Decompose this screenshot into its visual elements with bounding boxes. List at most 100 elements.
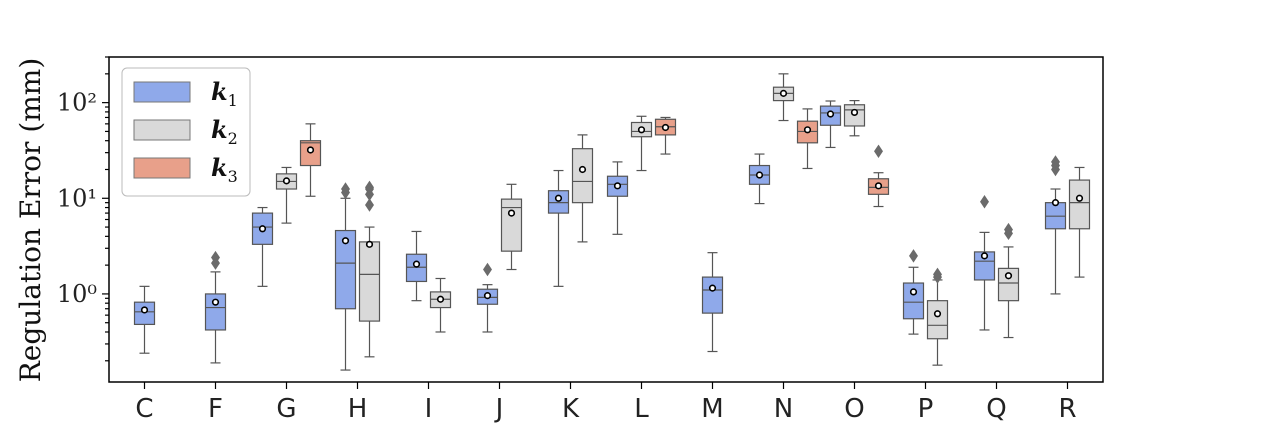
mean-marker xyxy=(613,182,622,190)
mean-marker xyxy=(850,108,859,117)
x-tick-label: C xyxy=(135,394,153,424)
mean-marker xyxy=(211,298,220,306)
y-axis-label: Regulation Error (mm) xyxy=(14,58,47,383)
x-tick-label: L xyxy=(634,394,649,424)
mean-marker xyxy=(980,252,989,260)
x-tick-label: P xyxy=(918,394,934,424)
y-tick-label: 10⁰ xyxy=(57,280,97,308)
y-axis: 10⁰ 10¹ 10² xyxy=(57,56,109,362)
box-M-k1 xyxy=(701,252,724,353)
box-L-k3 xyxy=(654,116,677,155)
box-Q-k2 xyxy=(997,222,1020,339)
box-iqr xyxy=(1068,179,1091,230)
box-O-k1 xyxy=(819,100,842,149)
x-tick-label: F xyxy=(208,394,223,424)
mean-marker xyxy=(1075,194,1084,202)
box-J-k2 xyxy=(500,183,523,271)
x-tick-label: I xyxy=(425,394,433,424)
mean-marker xyxy=(306,146,315,154)
legend-label-subscript: 2 xyxy=(228,129,238,148)
box-I-k2 xyxy=(429,277,452,333)
outlier-marker xyxy=(365,180,374,195)
outlier-marker xyxy=(874,144,883,159)
box-iqr xyxy=(500,198,523,252)
box-O-k2 xyxy=(843,100,866,137)
mean-marker xyxy=(507,209,516,217)
box-J-k1 xyxy=(476,262,499,333)
box-N-k2 xyxy=(772,73,795,122)
mean-marker xyxy=(874,182,883,190)
x-tick-label: K xyxy=(562,394,580,424)
legend-swatch-k2 xyxy=(133,119,191,141)
mean-marker xyxy=(140,306,149,314)
y-tick-label: 10¹ xyxy=(57,184,97,212)
mean-marker xyxy=(779,89,788,97)
box-iqr xyxy=(902,282,925,320)
mean-marker xyxy=(1051,199,1060,207)
box-P-k2 xyxy=(926,267,949,366)
box-iqr xyxy=(997,267,1020,302)
box-iqr xyxy=(701,276,724,314)
legend-label-k1: k1 xyxy=(211,77,238,110)
legend-label-base: k xyxy=(211,77,228,106)
mean-marker xyxy=(436,295,445,303)
mean-marker xyxy=(933,310,942,318)
x-tick-label: R xyxy=(1058,394,1076,424)
box-G-k2 xyxy=(275,166,298,224)
legend-label-subscript: 1 xyxy=(228,91,238,110)
box-iqr xyxy=(926,300,949,340)
x-tick-label: Q xyxy=(986,394,1006,424)
legend-swatch-k3 xyxy=(133,157,191,179)
box-G-k3 xyxy=(299,123,322,197)
legend-label-k3: k3 xyxy=(211,153,238,186)
x-tick-label: J xyxy=(494,394,504,424)
outlier-marker xyxy=(341,182,350,196)
mean-marker xyxy=(341,237,350,245)
legend-label-subscript: 3 xyxy=(228,167,238,186)
box-iqr xyxy=(358,241,381,322)
legend-label-base: k xyxy=(211,115,228,144)
box-iqr xyxy=(973,251,996,281)
x-tick-label: O xyxy=(844,394,864,424)
box-R-k2 xyxy=(1068,166,1091,278)
x-tick-label: M xyxy=(701,394,723,424)
mean-marker xyxy=(483,292,492,300)
legend-swatch-k1 xyxy=(133,81,191,103)
box-L-k1 xyxy=(606,161,629,235)
outlier-marker xyxy=(211,250,220,265)
mean-marker xyxy=(661,123,670,132)
box-Q-k1 xyxy=(973,195,996,331)
box-H-k1 xyxy=(334,182,357,371)
mean-marker xyxy=(637,126,646,134)
outlier-marker xyxy=(980,195,989,209)
mean-marker xyxy=(755,171,764,179)
mean-marker xyxy=(258,225,267,233)
box-iqr xyxy=(334,229,357,310)
outlier-marker xyxy=(1051,155,1060,169)
box-G-k1 xyxy=(251,206,274,287)
mean-marker xyxy=(708,284,717,292)
box-C-k1 xyxy=(133,285,156,354)
box-F-k1 xyxy=(204,250,227,364)
mean-marker xyxy=(909,288,918,296)
box-L-k2 xyxy=(630,115,653,172)
box-H-k2 xyxy=(358,180,381,358)
outlier-marker xyxy=(1004,222,1013,237)
legend-label-k2: k2 xyxy=(211,115,238,148)
box-iqr xyxy=(204,293,227,331)
outlier-marker xyxy=(365,198,374,212)
mean-marker xyxy=(1004,272,1013,280)
box-R-k1 xyxy=(1044,155,1067,295)
mean-marker xyxy=(578,165,587,174)
box-K-k1 xyxy=(547,169,570,287)
boxes-layer xyxy=(133,73,1091,371)
box-O-k3 xyxy=(867,144,890,208)
legend-label-base: k xyxy=(211,153,228,182)
x-tick-label: H xyxy=(348,394,368,424)
x-tick-label: N xyxy=(774,394,793,424)
mean-marker xyxy=(412,260,421,268)
y-tick-label: 10² xyxy=(57,89,97,117)
mean-marker xyxy=(826,110,835,118)
